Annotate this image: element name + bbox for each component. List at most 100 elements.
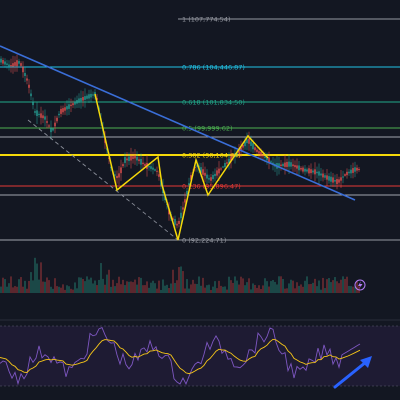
candle — [326, 175, 328, 180]
volume-bar — [64, 289, 66, 293]
volume-bar — [160, 289, 162, 293]
volume-bar — [206, 285, 208, 293]
candle — [270, 161, 272, 163]
volume-bar — [210, 289, 212, 293]
volume-bar — [248, 278, 250, 293]
volume-bar — [94, 280, 96, 293]
volume-bar — [46, 277, 48, 293]
volume-bar — [36, 263, 38, 293]
volume-bar — [56, 286, 58, 293]
candle — [222, 166, 224, 168]
zigzag-pattern[interactable] — [94, 93, 269, 241]
candle — [218, 168, 220, 174]
candle — [26, 78, 28, 81]
candle — [336, 179, 338, 185]
volume-bar — [208, 284, 210, 293]
candle — [252, 143, 254, 150]
rsi-band — [0, 326, 400, 386]
candle — [306, 169, 308, 172]
volume-bar — [108, 269, 110, 293]
volume-bar — [308, 284, 310, 293]
candle — [188, 183, 190, 186]
volume-bar — [34, 257, 36, 293]
candle — [340, 177, 342, 181]
volume-bar — [44, 281, 46, 293]
descending-trendline[interactable] — [0, 45, 356, 201]
volume-bar — [20, 277, 22, 293]
volume-bar — [8, 283, 10, 293]
candle — [244, 141, 246, 147]
trend-up-arrow-icon[interactable] — [333, 356, 372, 389]
volume-bar — [146, 281, 148, 293]
volume-bar — [154, 283, 156, 293]
volume-bar — [0, 286, 2, 293]
volume-bar — [70, 288, 72, 293]
volume-bar — [232, 282, 234, 293]
candle — [356, 167, 358, 171]
volume-bar — [200, 285, 202, 293]
volume-bar — [250, 289, 252, 293]
candle — [342, 176, 344, 178]
volume-bar — [220, 285, 222, 293]
candle — [258, 151, 260, 154]
volume-bar — [116, 283, 118, 293]
volume-bar — [140, 277, 142, 293]
candle — [228, 158, 230, 164]
candle — [310, 169, 312, 174]
volume-bar — [342, 276, 344, 293]
volume-bar — [276, 284, 278, 293]
candle — [212, 174, 214, 180]
volume-bar — [174, 283, 176, 293]
candle — [334, 180, 336, 182]
candle — [140, 158, 142, 165]
candle — [172, 218, 174, 220]
dashed-guide-line[interactable] — [27, 119, 179, 241]
volume-bar — [244, 285, 246, 293]
candle — [90, 93, 92, 98]
volume-bar — [168, 287, 170, 293]
volume-bar — [118, 276, 120, 293]
candle — [36, 110, 38, 117]
volume-bar — [322, 277, 324, 293]
volume-bar — [214, 281, 216, 293]
candle — [76, 99, 78, 104]
volume-bar — [114, 286, 116, 293]
candle — [320, 173, 322, 176]
volume-bar — [356, 281, 358, 293]
candle — [230, 156, 232, 162]
volume-bar — [320, 289, 322, 293]
volume-bar — [82, 278, 84, 293]
rsi-moving-average — [0, 338, 361, 375]
candle — [84, 96, 86, 100]
candle — [240, 147, 242, 151]
volume-bar — [156, 288, 158, 293]
candle — [144, 163, 146, 167]
volume-bar — [130, 281, 132, 293]
lightning-icon[interactable] — [354, 279, 366, 291]
volume-bar — [222, 286, 224, 293]
volume-bar — [126, 281, 128, 293]
volume-bar — [292, 280, 294, 293]
fib-label-1: 1 (107,774.54) — [182, 16, 231, 24]
candle — [328, 176, 330, 181]
candle — [268, 157, 270, 164]
candle — [2, 60, 4, 64]
candle — [322, 173, 324, 178]
candle — [338, 179, 340, 183]
candle — [204, 172, 206, 176]
candle — [246, 139, 248, 144]
volume-bar — [328, 278, 330, 293]
candle — [60, 108, 62, 114]
candle — [352, 168, 354, 173]
volume-bar — [54, 278, 56, 293]
candle — [208, 178, 210, 180]
volume-bar — [142, 285, 144, 293]
candle — [210, 177, 212, 181]
candle — [304, 168, 306, 172]
candle — [294, 165, 296, 168]
fib-retracement[interactable]: 1 (107,774.54) 0.786 (104,446.87) 0.618 … — [0, 16, 400, 245]
volume-bar — [284, 288, 286, 293]
volume-bar — [298, 285, 300, 293]
